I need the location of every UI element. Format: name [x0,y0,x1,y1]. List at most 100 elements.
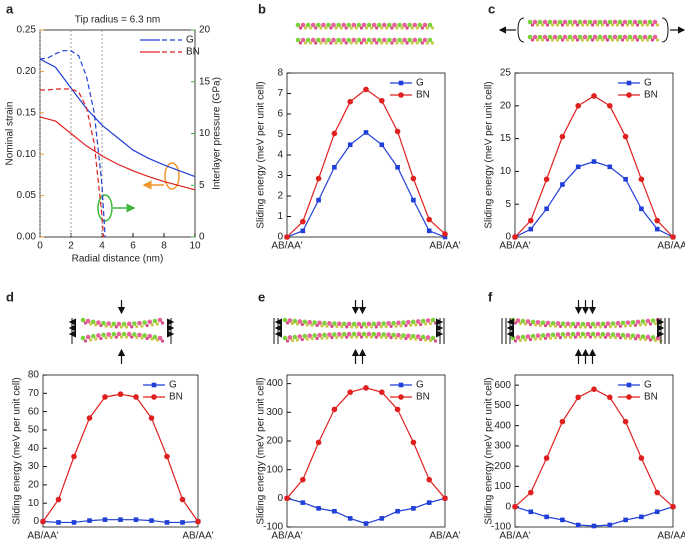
atom [320,336,324,340]
atom [430,317,436,323]
atom [547,34,553,40]
atom [302,319,308,325]
atom [565,331,571,337]
atom [116,331,122,337]
atom [555,38,560,42]
atom [618,324,623,328]
atom [632,34,638,40]
atom [142,320,147,325]
atom [582,34,588,40]
atom [415,319,421,324]
legend-label: BN [644,90,658,101]
atom [642,19,648,25]
atom [563,335,568,339]
marker [148,415,155,421]
atom [395,41,399,45]
marker [639,514,644,520]
atom [109,335,113,340]
atom [324,26,328,30]
y-tick-label: 5 [277,129,283,140]
atom [316,37,321,43]
atom [336,37,341,43]
atom [645,38,650,42]
atom [570,321,576,327]
marker [300,228,306,234]
marker [86,415,93,421]
schematics [68,17,685,364]
atom [335,324,339,329]
y-tick-label: -100 [263,522,283,533]
atom [312,333,317,338]
atom [620,320,626,326]
atom [410,333,416,339]
series-line [39,58,196,178]
atom [648,338,653,342]
atom [350,335,354,339]
atom [386,332,391,337]
atom [653,338,658,343]
atom [640,38,645,42]
atom [618,336,623,340]
marker [544,206,549,212]
atom [650,318,656,323]
atom [126,321,132,327]
atom [406,319,411,325]
atom [341,37,346,43]
atom [428,321,433,326]
marker [410,175,417,182]
atom [575,23,580,27]
atom [285,339,290,343]
atom [523,322,528,326]
legend-marker [626,394,632,400]
atom [96,320,101,325]
atom [327,321,332,326]
plot-frame [42,374,199,528]
y2-axis-label: Interlayer pressure (GPa) [212,77,223,190]
y-tick-label: 0.15 [17,107,37,118]
atom [617,34,623,40]
atom [351,321,357,327]
atom [379,335,383,339]
marker [575,522,581,528]
atom [99,323,103,328]
atom [101,320,106,326]
atom [540,320,546,325]
bracket [661,17,669,43]
series-line [514,506,674,527]
atom [359,325,364,329]
atom [543,336,548,340]
atom [376,22,382,28]
atom [369,335,373,339]
atom [625,320,631,325]
atom [520,334,526,340]
atom [359,26,364,30]
atom [364,26,369,30]
atom [647,34,653,40]
atom [327,332,332,337]
atom [607,34,613,40]
atom [585,23,590,27]
x-tick-label: AB/AA' [499,241,530,252]
atom [282,317,288,323]
marker [379,97,385,104]
atom [620,23,625,27]
atom [552,19,558,25]
legend-marker [626,92,632,98]
atom [570,38,575,42]
series-line [514,388,674,508]
atom [625,38,630,42]
y-tick-label: 3 [277,170,283,181]
atom [354,325,359,329]
atom [99,336,103,341]
annotation-ellipse [164,162,180,190]
marker [622,418,629,425]
atom [560,321,566,326]
atom [610,321,616,326]
atom [655,335,661,341]
marker [195,518,201,525]
atom [650,335,656,340]
atom [145,336,149,341]
y2-tick-label: 20 [199,25,211,36]
atom [137,332,142,338]
